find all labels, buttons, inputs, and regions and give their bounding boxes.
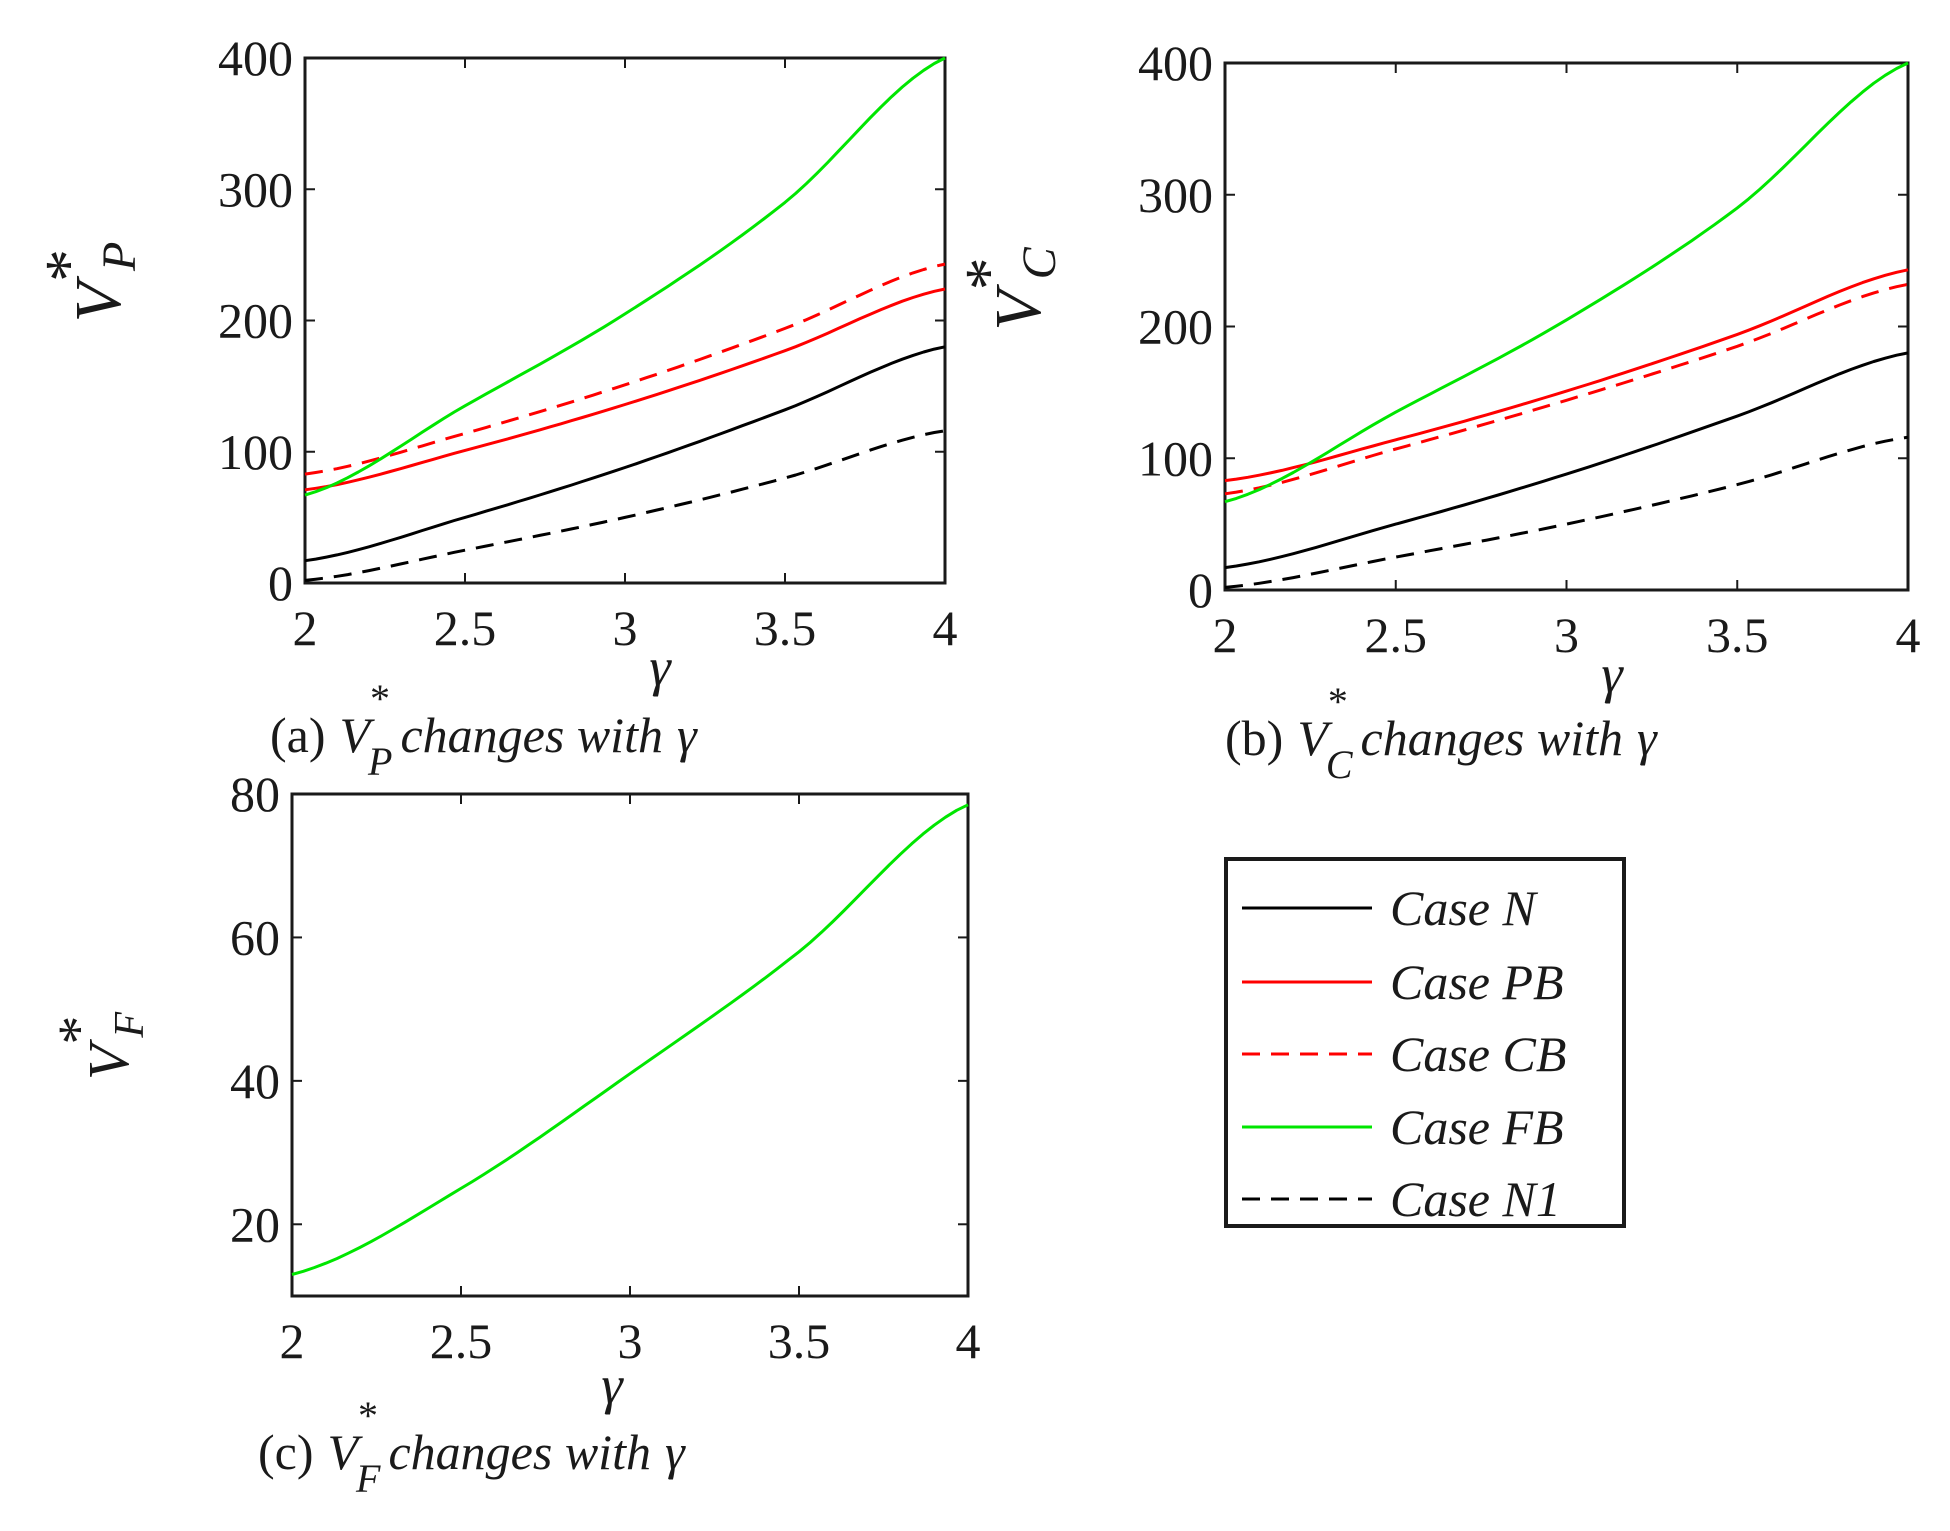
y-tick-label: 60 — [230, 909, 280, 965]
y-tick-label: 100 — [218, 424, 293, 480]
x-tick-label: 3 — [618, 1313, 643, 1369]
caption-sub: P — [367, 739, 392, 784]
x-tick-label: 2 — [280, 1313, 305, 1369]
legend-label-case-n1: Case N1 — [1390, 1171, 1561, 1227]
y-axis-label-sub: P — [93, 242, 146, 272]
x-tick-label: 3 — [1554, 607, 1579, 663]
y-tick-label: 300 — [218, 161, 293, 217]
plot-area-a — [303, 56, 947, 585]
y-tick-label: 200 — [218, 293, 293, 349]
legend-label-case-cb: Case CB — [1390, 1026, 1566, 1082]
y-tick-label: 40 — [230, 1053, 280, 1109]
x-tick-label: 2.5 — [434, 600, 497, 656]
series-line-case-cb — [304, 262, 946, 476]
caption-rest: changes with — [388, 1424, 650, 1480]
series-line-case-n1 — [1224, 435, 1909, 589]
x-tick-label: 2 — [293, 600, 318, 656]
legend-label-case-n: Case N — [1390, 880, 1539, 936]
caption-greek: γ — [665, 1424, 686, 1480]
caption-sup: * — [1328, 679, 1348, 724]
y-tick-label: 400 — [1138, 35, 1213, 91]
x-tick-label: 4 — [956, 1313, 981, 1369]
series-line-case-cb — [1224, 282, 1909, 496]
x-tick-label: 4 — [1896, 607, 1921, 663]
y-axis-label-var: V — [62, 275, 135, 322]
x-axis-label: γ — [601, 1355, 624, 1415]
legend-label-case-pb: Case PB — [1390, 954, 1564, 1010]
caption-prefix: (c) — [258, 1424, 314, 1480]
x-tick-label: 2.5 — [430, 1313, 493, 1369]
y-tick-label: 100 — [1138, 430, 1213, 486]
y-axis-label-sup: * — [46, 1016, 111, 1045]
caption-var: V — [340, 707, 376, 763]
caption-rest: changes with — [400, 707, 662, 763]
series-line-case-n — [304, 345, 946, 563]
legend: Case N Case PB Case CB Case FB Case N1 — [1224, 857, 1626, 1228]
y-tick-label: 200 — [1138, 299, 1213, 355]
x-axis-label: γ — [649, 637, 672, 697]
x-tick-label: 2 — [1213, 607, 1238, 663]
y-axis-label: V*P — [32, 242, 146, 323]
y-axis-label-var: V — [982, 284, 1055, 331]
x-tick-label: 3 — [613, 600, 638, 656]
series-line-case-fb — [1224, 61, 1909, 504]
series-line-case-pb — [1224, 268, 1909, 483]
x-tick-label: 4 — [933, 600, 958, 656]
y-tick-label: 80 — [230, 766, 280, 822]
y-axis-label: V*C — [952, 246, 1066, 330]
caption-greek: γ — [1637, 710, 1658, 766]
series-line-case-fb — [291, 803, 969, 1276]
y-axis-label-sup: * — [952, 257, 1025, 290]
caption-sup: * — [370, 676, 390, 721]
caption-sup: * — [358, 1393, 378, 1438]
series-line-case-pb — [304, 287, 946, 492]
y-tick-label: 20 — [230, 1196, 280, 1252]
y-axis-label: V*F — [46, 1012, 153, 1080]
x-tick-label: 3.5 — [1706, 607, 1769, 663]
legend-label-case-fb: Case FB — [1390, 1099, 1564, 1155]
caption-rest: changes with — [1361, 710, 1623, 766]
plot-area-c — [290, 792, 970, 1298]
x-tick-label: 3.5 — [768, 1313, 831, 1369]
caption-sub: C — [1326, 742, 1354, 787]
series-line-case-fb — [304, 56, 946, 497]
x-axis-label: γ — [1601, 644, 1624, 704]
y-axis-label-sup: * — [32, 249, 105, 282]
caption-greek: γ — [677, 707, 698, 763]
caption-prefix: (b) — [1225, 710, 1283, 766]
caption-var: V — [328, 1424, 364, 1480]
y-tick-label: 0 — [268, 555, 293, 611]
y-axis-label-var: V — [76, 1038, 141, 1080]
y-tick-label: 400 — [218, 30, 293, 86]
caption-var: V — [1297, 710, 1333, 766]
legend-box — [1224, 857, 1626, 1228]
series-line-case-n — [1224, 351, 1909, 570]
x-tick-label: 3.5 — [754, 600, 817, 656]
y-tick-label: 0 — [1188, 562, 1213, 618]
y-axis-label-sub: F — [107, 1012, 153, 1039]
caption-sub: F — [355, 1456, 381, 1501]
x-tick-label: 2.5 — [1365, 607, 1428, 663]
series-line-case-n1 — [304, 429, 946, 582]
y-tick-label: 300 — [1138, 167, 1213, 223]
y-axis-label-sub: C — [1013, 246, 1066, 279]
plot-area-b — [1223, 61, 1910, 592]
caption-prefix: (a) — [270, 707, 326, 763]
